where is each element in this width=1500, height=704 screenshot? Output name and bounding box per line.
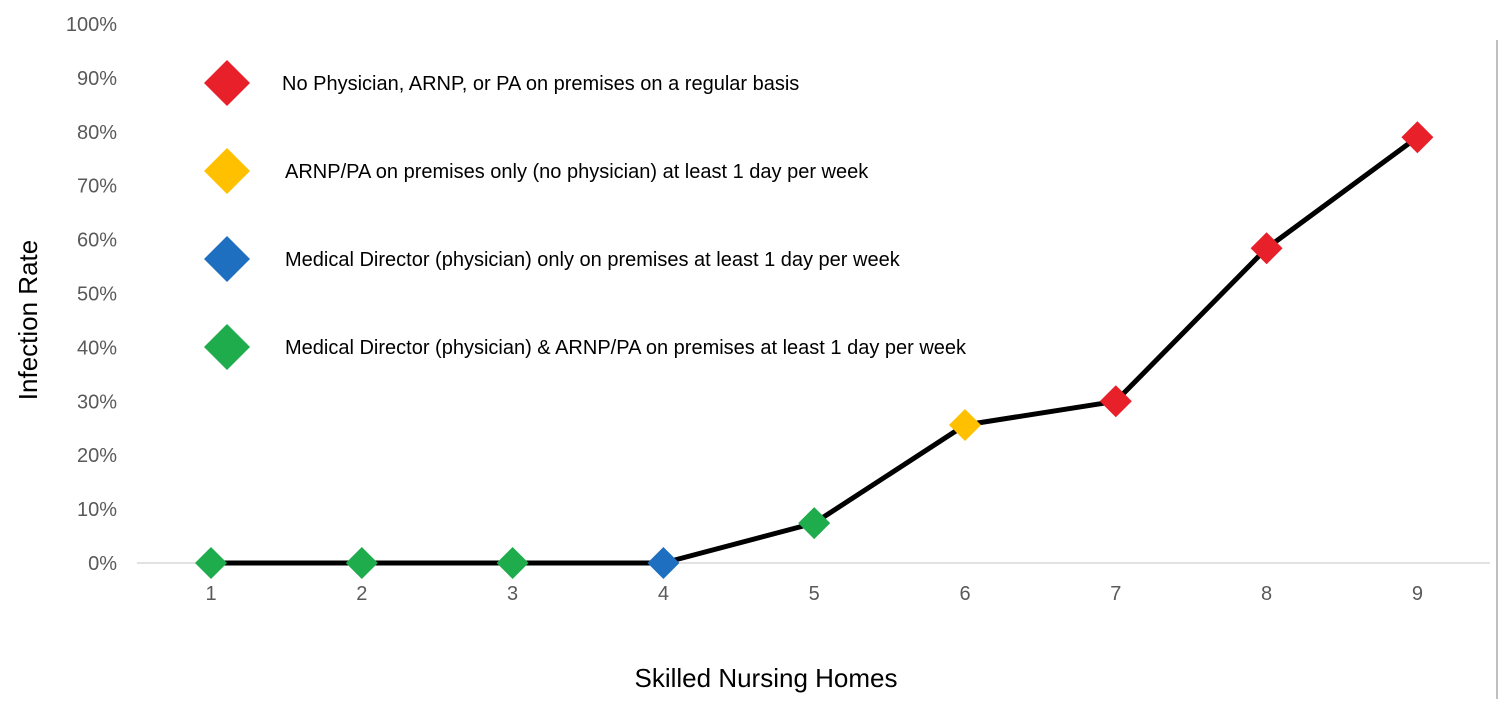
legend-marker-icon — [204, 324, 250, 370]
data-point-marker — [496, 547, 529, 579]
y-tick-label: 20% — [77, 445, 117, 467]
data-point-marker — [345, 547, 378, 579]
x-tick-label: 5 — [809, 583, 820, 605]
legend-item: Medical Director (physician) only on pre… — [204, 236, 901, 282]
y-axis-title: Infection Rate — [13, 240, 43, 400]
data-point-marker — [949, 409, 981, 442]
x-axis-title: Skilled Nursing Homes — [635, 663, 898, 693]
legend-label: Medical Director (physician) & ARNP/PA o… — [285, 337, 967, 359]
y-tick-label: 70% — [77, 176, 117, 198]
y-tick-label: 30% — [77, 391, 117, 413]
x-tick-label: 4 — [658, 583, 669, 605]
data-point-marker — [195, 547, 227, 579]
y-tick-label: 100% — [66, 14, 117, 36]
legend-marker-icon — [204, 60, 250, 106]
y-tick-label: 60% — [77, 230, 117, 252]
x-tick-label: 3 — [507, 583, 518, 605]
legend-label: Medical Director (physician) only on pre… — [285, 249, 901, 271]
x-tick-label: 2 — [356, 583, 367, 605]
data-point-marker — [1250, 232, 1283, 265]
legend-label: No Physician, ARNP, or PA on premises on… — [282, 73, 799, 95]
data-point-marker — [647, 547, 680, 579]
x-tick-label: 7 — [1110, 583, 1121, 605]
x-axis-ticks: 1 2 3 4 5 6 7 8 9 — [205, 583, 1423, 605]
data-markers — [195, 121, 1434, 579]
y-tick-label: 80% — [77, 122, 117, 144]
legend: No Physician, ARNP, or PA on premises on… — [204, 60, 967, 370]
y-tick-label: 0% — [88, 553, 117, 575]
y-tick-label: 90% — [77, 68, 117, 90]
x-tick-label: 6 — [959, 583, 970, 605]
legend-label: ARNP/PA on premises only (no physician) … — [285, 161, 869, 183]
x-tick-label: 1 — [205, 583, 216, 605]
x-tick-label: 9 — [1412, 583, 1423, 605]
legend-marker-icon — [204, 148, 250, 194]
data-point-marker — [1099, 385, 1132, 418]
y-tick-label: 10% — [77, 499, 117, 521]
y-tick-label: 40% — [77, 337, 117, 359]
y-tick-label: 50% — [77, 284, 117, 306]
legend-item: Medical Director (physician) & ARNP/PA o… — [204, 324, 967, 370]
y-axis-ticks: 0% 10% 20% 30% 40% 50% 60% 70% 80% 90% 100% — [66, 14, 117, 575]
legend-item: ARNP/PA on premises only (no physician) … — [204, 148, 869, 194]
legend-item: No Physician, ARNP, or PA on premises on… — [204, 60, 799, 106]
data-point-marker — [798, 507, 831, 540]
legend-marker-icon — [204, 236, 250, 282]
data-point-marker — [1401, 121, 1434, 154]
x-tick-label: 8 — [1261, 583, 1272, 605]
